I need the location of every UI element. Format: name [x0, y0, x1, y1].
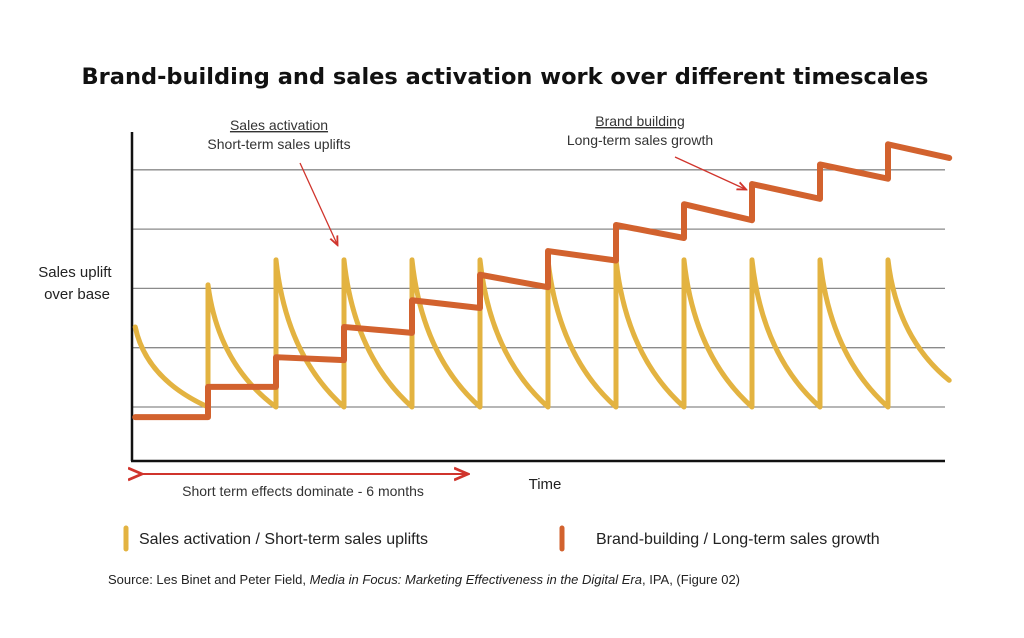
sales-activation-annotation-heading: Sales activation [230, 117, 328, 133]
source-suffix: , IPA, (Figure 02) [642, 572, 740, 587]
short-term-span-label: Short term effects dominate - 6 months [182, 483, 424, 499]
chart-title: Brand-building and sales activation work… [82, 64, 929, 90]
series-line-brand-building [132, 141, 953, 421]
sales-activation-annotation-sub: Short-term sales uplifts [207, 136, 350, 152]
legend-label-brand-building: Brand-building / Long-term sales growth [596, 531, 880, 548]
brand-building-annotation-sub: Long-term sales growth [567, 132, 713, 148]
source-prefix: Source: Les Binet and Peter Field, [108, 572, 310, 587]
brand-building-annotation-heading: Brand building [595, 113, 685, 129]
series-layer [132, 141, 953, 421]
y-axis-label-line: Sales uplift [38, 264, 112, 281]
brand-building-arrow [674, 156, 745, 189]
y-axis-label: Sales uplift over base [38, 264, 116, 303]
x-axis-label: Time [529, 476, 562, 493]
source-note: Source: Les Binet and Peter Field, Media… [108, 572, 740, 587]
y-axis-label-line: over base [44, 286, 110, 303]
sales-activation-arrow [299, 162, 337, 244]
legend-label-sales-activation: Sales activation / Short-term sales upli… [139, 531, 428, 548]
source-publication: Media in Focus: Marketing Effectiveness … [310, 572, 642, 587]
